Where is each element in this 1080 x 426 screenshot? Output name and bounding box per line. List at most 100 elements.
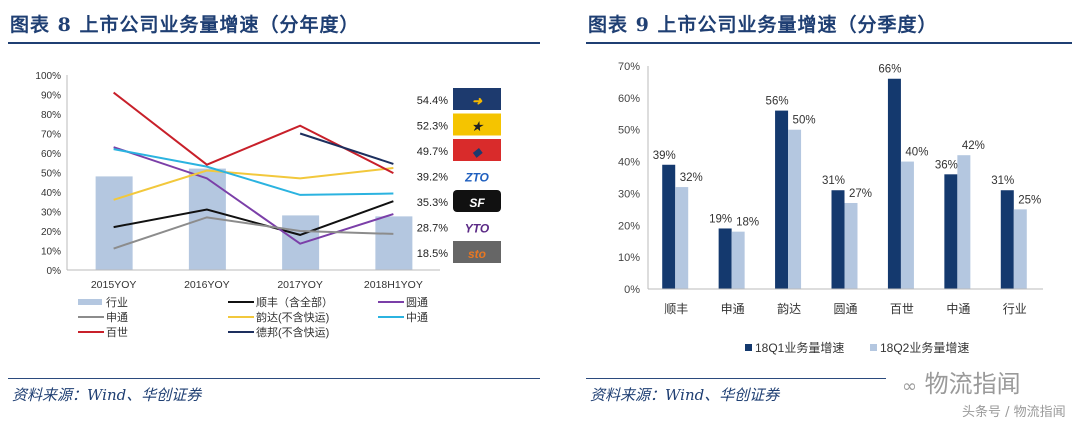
left-title-rule [8, 42, 540, 44]
wechat-icon: ∞ [902, 376, 917, 397]
bar-industry [95, 176, 133, 270]
data-label: 31% [991, 175, 1014, 187]
y-tick-label: 30% [41, 208, 61, 219]
company-logo-sto [453, 241, 501, 263]
legend-label: 申通 [106, 311, 128, 324]
company-logo-deppon [453, 88, 501, 110]
bar-q2 [1013, 209, 1027, 289]
line-series [113, 148, 394, 196]
bar-q2 [788, 129, 802, 289]
watermark-byline: 头条号 / 物流指闻 [962, 405, 1066, 420]
latest-value-label: 54.4% [417, 95, 448, 107]
line-series [299, 132, 394, 165]
line-series [113, 200, 394, 236]
y-tick-label: 60% [41, 149, 61, 160]
legend-label: 德邦(不含快运) [256, 325, 329, 339]
legend-swatch [745, 344, 752, 351]
data-label: 39% [653, 150, 676, 162]
bar-q2 [844, 202, 858, 289]
left-source-rule [8, 378, 540, 379]
line-series [113, 146, 394, 245]
data-label: 56% [766, 96, 789, 108]
company-logo-text: SF [469, 196, 485, 210]
legend-label: 行业 [106, 296, 128, 309]
legend-label: 顺丰（含全部） [256, 295, 333, 309]
bar-q1 [662, 164, 676, 289]
y-tick-label: 0% [47, 266, 62, 277]
data-label: 66% [878, 64, 901, 76]
legend-swatch [870, 344, 877, 351]
line-series [113, 167, 394, 201]
line-series [113, 216, 394, 250]
right-source: 资料来源：Wind、华创证券 [590, 386, 780, 404]
legend-label: 中通 [406, 311, 428, 324]
x-tick-label: 2018H1YOY [364, 279, 423, 291]
data-label: 40% [905, 147, 928, 159]
data-label: 31% [822, 175, 845, 187]
x-tick-label: 行业 [1003, 302, 1027, 316]
legend-label: 18Q2业务量增速 [880, 340, 969, 355]
bar-q2 [900, 161, 914, 289]
latest-value-label: 49.7% [417, 146, 448, 158]
bar-q1 [1000, 190, 1014, 289]
y-tick-label: 50% [618, 125, 640, 137]
y-tick-label: 80% [41, 110, 61, 121]
data-label: 50% [793, 115, 816, 127]
right-title-rule [586, 42, 1072, 44]
company-logo-sf [453, 190, 501, 212]
legend-label: 18Q1业务量增速 [755, 340, 844, 355]
x-tick-label: 2016YOY [184, 279, 230, 291]
latest-value-label: 28.7% [417, 223, 448, 235]
data-label: 42% [962, 140, 985, 152]
y-tick-label: 100% [35, 71, 61, 82]
bar-q2 [675, 187, 689, 289]
legend-swatch [78, 299, 102, 305]
x-tick-label: 百世 [890, 302, 914, 316]
left-chart-title: 图表 8 上市公司业务量增速（分年度） [10, 14, 360, 36]
y-tick-label: 70% [41, 130, 61, 141]
bar-industry [375, 216, 413, 270]
company-logo-text: sto [468, 247, 486, 261]
x-tick-label: 2015YOY [91, 279, 137, 291]
company-logo-text: ◆ [472, 145, 483, 159]
bar-q1 [944, 174, 958, 289]
x-tick-label: 顺丰 [664, 302, 688, 316]
company-logo-best [453, 139, 501, 161]
data-label: 36% [935, 159, 958, 171]
company-logo-text: ZTO [464, 171, 489, 185]
y-tick-label: 10% [41, 247, 61, 258]
x-tick-label: 圆通 [833, 302, 857, 316]
y-tick-label: 60% [618, 93, 640, 105]
data-label: 32% [680, 172, 703, 184]
legend-label: 韵达(不含快运) [256, 310, 329, 324]
x-tick-label: 2017YOY [277, 279, 323, 291]
y-tick-label: 40% [618, 157, 640, 169]
x-tick-label: 中通 [946, 301, 970, 316]
left-source: 资料来源：Wind、华创证券 [12, 386, 202, 404]
bar-q1 [718, 228, 732, 289]
latest-value-label: 52.3% [417, 121, 448, 133]
company-logo-zto [453, 164, 501, 187]
data-label: 19% [709, 213, 732, 225]
latest-value-label: 39.2% [417, 172, 448, 184]
latest-value-label: 18.5% [417, 248, 448, 260]
right-source-rule [586, 378, 886, 379]
bar-q1 [831, 190, 845, 289]
y-tick-label: 20% [618, 220, 640, 232]
right-chart-title: 图表 9 上市公司业务量增速（分季度） [588, 14, 938, 36]
data-label: 18% [736, 217, 759, 229]
y-tick-label: 30% [618, 188, 640, 200]
y-tick-label: 50% [41, 169, 61, 180]
watermark-brand-text: 物流指闻 [924, 370, 1021, 398]
bar-q1 [887, 78, 901, 289]
watermark-brand: ∞ 物流指闻 [902, 364, 1021, 399]
x-tick-label: 申通 [721, 302, 745, 316]
legend-label: 圆通 [406, 296, 428, 309]
company-logo-yunda [453, 113, 501, 136]
y-tick-label: 40% [41, 188, 61, 199]
data-label: 27% [849, 188, 872, 200]
y-tick-label: 90% [41, 91, 61, 102]
data-label: 25% [1018, 194, 1041, 206]
x-tick-label: 韵达 [777, 301, 801, 316]
